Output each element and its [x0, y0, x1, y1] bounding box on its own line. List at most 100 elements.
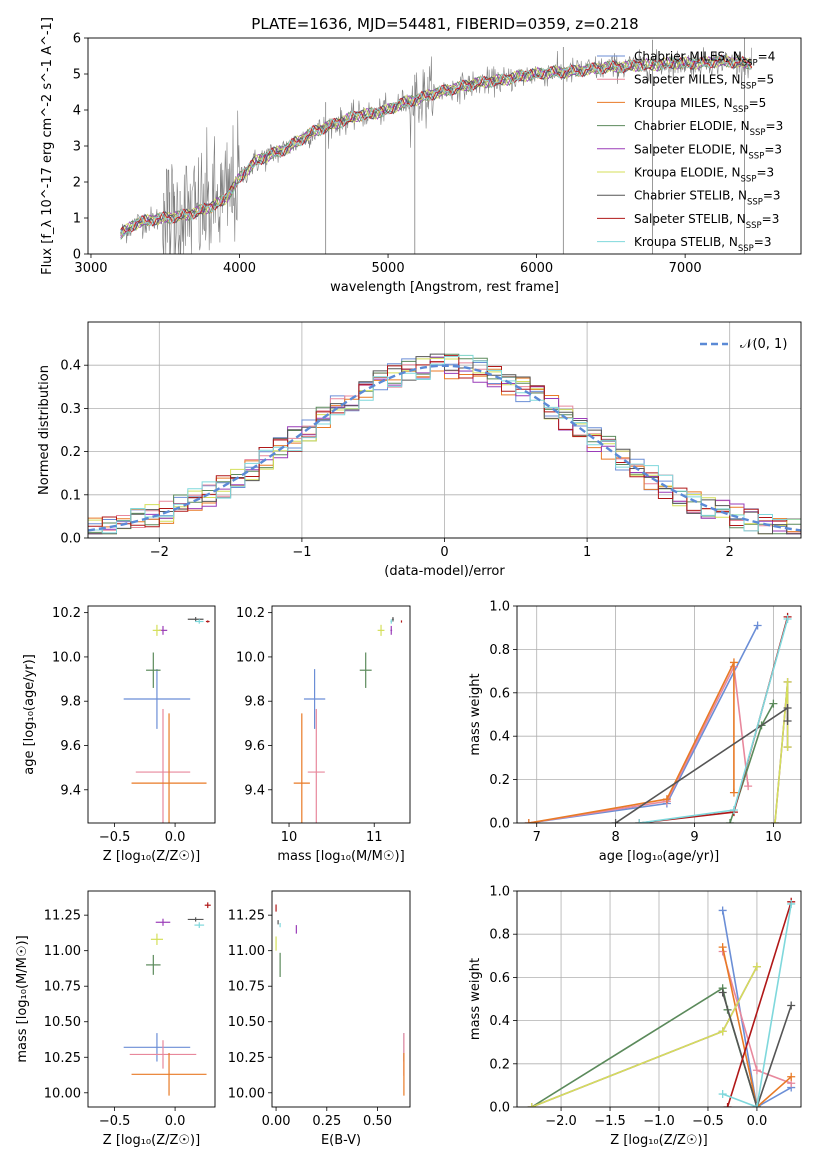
weight-marker — [783, 703, 792, 712]
y-tick-label: 0.2 — [489, 773, 510, 788]
x-tick-label: 0 — [440, 545, 448, 560]
axes-frame — [271, 605, 411, 824]
weight-marker — [783, 677, 792, 686]
x-axis-label: age [log₁₀(age/yr)] — [599, 849, 720, 864]
histogram-step — [88, 354, 801, 534]
x-tick-label: 10 — [765, 830, 782, 845]
weight-marker — [524, 819, 533, 823]
y-tick-label: 9.4 — [60, 783, 81, 798]
y-tick-label: 0.0 — [60, 532, 81, 547]
x-axis-label: Z [log₁₀(Z/Z☉)] — [610, 1133, 707, 1148]
weight-marker — [783, 615, 792, 624]
x-tick-label: 1 — [583, 545, 591, 560]
z-weight-panel: −2.0 −1.5 −1.0 −0.5 0.0 0.0 0.2 0.4 0.6 0.8 1.0 Z [… — [468, 885, 802, 1148]
y-axis-label: mass weight — [468, 673, 483, 755]
x-tick-label: 0.0 — [165, 830, 186, 845]
spectrum-title: PLATE=1636, MJD=54481, FIBERID=0359, z=0… — [251, 15, 638, 33]
weight-line — [528, 664, 749, 823]
weight-marker — [729, 788, 738, 797]
weight-marker — [611, 819, 620, 823]
weight-marker — [527, 1103, 536, 1107]
x-tick-label: 0.50 — [363, 1114, 392, 1129]
x-axis-label: Z [log₁₀(Z/Z☉)] — [103, 1133, 200, 1148]
weight-line — [722, 903, 792, 1107]
axes-frame — [87, 890, 216, 1108]
y-tick-label: 10.0 — [52, 650, 81, 665]
x-tick-label: −1 — [292, 545, 311, 560]
weight-marker — [752, 1103, 761, 1107]
y-tick-label: 10.00 — [44, 1086, 81, 1101]
axes-frame — [516, 890, 802, 1108]
residual-histogram-panel: −2 −1 0 1 2 0.0 0.1 0.2 0.3 0.4 (data-model)/error… — [37, 321, 802, 579]
weight-marker — [783, 717, 792, 726]
weight-line — [721, 947, 792, 1107]
y-tick-label: 2 — [73, 176, 81, 191]
y-tick-label: 0.4 — [60, 359, 81, 374]
y-tick-label: 10.0 — [236, 650, 265, 665]
y-axis-label: Normed distribution — [37, 365, 52, 495]
x-axis-label: (data-model)/error — [384, 564, 505, 579]
y-tick-label: 5 — [73, 68, 81, 83]
y-tick-label: 0.0 — [489, 1101, 510, 1116]
axes-frame — [87, 37, 802, 255]
y-tick-label: 11.25 — [228, 909, 265, 924]
x-tick-label: 11 — [366, 830, 383, 845]
weight-marker — [718, 943, 727, 952]
y-tick-label: 10.25 — [228, 1051, 265, 1066]
y-tick-label: 11.00 — [228, 944, 265, 959]
weight-marker — [723, 1103, 732, 1107]
normal-curve — [88, 364, 801, 532]
x-tick-label: −2.0 — [545, 1114, 577, 1129]
y-tick-label: 9.4 — [244, 783, 265, 798]
y-tick-label: 6 — [73, 32, 81, 47]
x-tick-label: 0.0 — [165, 1114, 186, 1129]
axes-frame — [516, 605, 802, 824]
y-tick-label: 0.2 — [60, 445, 81, 460]
weight-marker — [753, 621, 762, 630]
weight-marker — [718, 1090, 727, 1099]
x-axis-label: mass [log₁₀(M/M☉)] — [277, 849, 404, 864]
weight-marker — [662, 795, 671, 804]
y-tick-label: 0.4 — [489, 1014, 510, 1029]
weight-marker — [787, 1001, 796, 1010]
y-tick-label: 9.8 — [244, 695, 265, 710]
axes-frame — [87, 605, 216, 824]
weight-marker — [787, 1072, 796, 1081]
y-tick-label: 10.2 — [52, 606, 81, 621]
x-tick-label: 3000 — [74, 261, 107, 276]
weight-marker — [718, 906, 727, 915]
x-tick-label: 5000 — [372, 261, 405, 276]
weight-marker — [783, 743, 792, 752]
x-tick-label: 0.25 — [312, 1114, 341, 1129]
x-tick-label: 8 — [611, 830, 619, 845]
weight-marker — [718, 1027, 727, 1036]
y-tick-label: 10.75 — [44, 980, 81, 995]
weight-marker — [726, 819, 734, 823]
y-tick-label: 0.1 — [60, 488, 81, 503]
model-fit-line — [120, 54, 752, 235]
x-tick-label: 6000 — [520, 261, 553, 276]
x-tick-label: −1.0 — [643, 1114, 675, 1129]
weight-marker — [729, 658, 738, 667]
model-fit-line — [120, 54, 752, 237]
weight-line — [528, 662, 735, 823]
y-tick-label: 0.3 — [60, 402, 81, 417]
y-tick-label: 0.2 — [489, 1057, 510, 1072]
y-tick-label: 0.8 — [489, 928, 510, 943]
weight-marker — [769, 699, 778, 708]
y-tick-label: 0.8 — [489, 643, 510, 658]
x-tick-label: −2 — [150, 545, 169, 560]
y-tick-label: 3 — [73, 140, 81, 155]
y-tick-label: 0.6 — [489, 686, 510, 701]
x-axis-label: Z [log₁₀(Z/Z☉)] — [103, 849, 200, 864]
y-tick-label: 0.0 — [489, 817, 510, 832]
z-age-panel: −0.5 0.0 9.4 9.6 9.8 10.0 10.2 Z [log₁₀(Z/Z☉)] a… — [22, 605, 216, 864]
y-axis-label: age [log₁₀(age/yr)] — [22, 654, 37, 775]
y-tick-label: 9.6 — [60, 739, 81, 754]
y-tick-label: 10.75 — [228, 980, 265, 995]
y-tick-label: 9.8 — [60, 695, 81, 710]
x-tick-label: 7000 — [669, 261, 702, 276]
y-tick-label: 9.6 — [244, 739, 265, 754]
y-tick-label: 0.4 — [489, 730, 510, 745]
